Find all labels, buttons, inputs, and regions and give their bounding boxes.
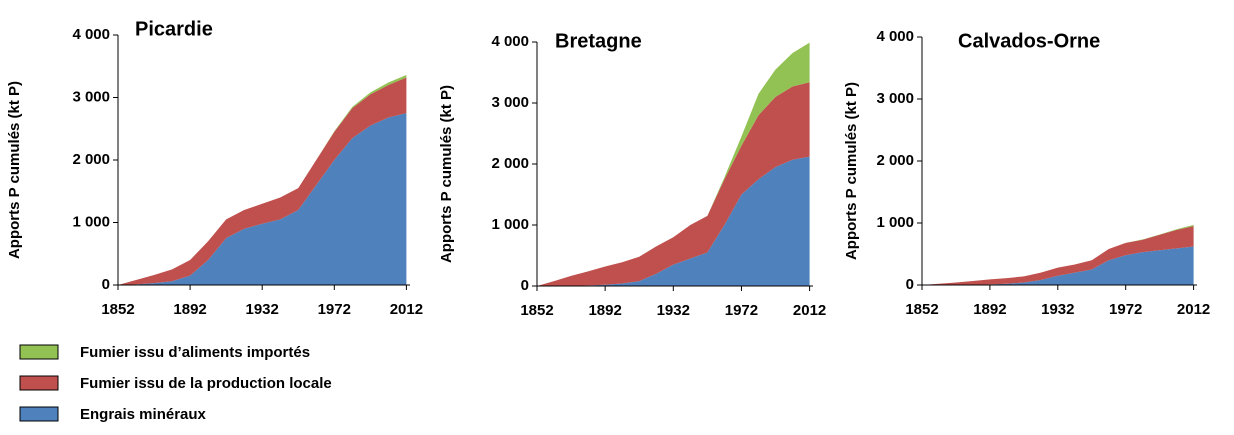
y-axis-label: Apports P cumulés (kt P) xyxy=(6,81,23,259)
x-tick-label: 2012 xyxy=(793,302,826,319)
area xyxy=(118,113,407,285)
area xyxy=(118,77,407,285)
y-tick-label: 1 000 xyxy=(876,214,914,231)
legend-swatch xyxy=(19,406,59,422)
y-tick-label: 4 000 xyxy=(876,28,914,45)
area xyxy=(537,42,810,286)
x-tick-label: 1972 xyxy=(318,301,351,318)
legend-swatch xyxy=(19,344,59,360)
x-tick-label: 2012 xyxy=(390,301,423,318)
x-tick-label: 1892 xyxy=(173,301,206,318)
x-tick-label: 1852 xyxy=(101,301,134,318)
chart-title: Bretagne xyxy=(555,30,642,52)
legend-label: Fumier issu d’aliments importés xyxy=(80,344,310,361)
chart-title: Picardie xyxy=(135,18,213,40)
y-tick-label: 3 000 xyxy=(72,88,110,105)
area xyxy=(537,82,810,286)
chart-title: Calvados-Orne xyxy=(958,30,1100,52)
y-tick-label: 0 xyxy=(521,277,529,294)
y-tick-label: 2 000 xyxy=(876,152,914,169)
area xyxy=(537,156,810,286)
legend-label: Engrais minéraux xyxy=(80,406,207,423)
x-tick-label: 1932 xyxy=(1041,301,1074,318)
x-tick-label: 1932 xyxy=(246,301,279,318)
y-tick-label: 0 xyxy=(906,276,914,293)
y-tick-label: 1 000 xyxy=(72,213,110,230)
y-tick-label: 4 000 xyxy=(491,33,529,50)
x-tick-label: 1892 xyxy=(973,301,1006,318)
area xyxy=(922,226,1194,285)
area xyxy=(922,246,1194,285)
y-tick-label: 3 000 xyxy=(491,94,529,111)
y-tick-label: 3 000 xyxy=(876,90,914,107)
x-tick-label: 1852 xyxy=(520,302,553,319)
x-tick-label: 1932 xyxy=(657,302,690,319)
x-tick-label: 1852 xyxy=(905,301,938,318)
y-tick-label: 2 000 xyxy=(491,155,529,172)
y-tick-label: 4 000 xyxy=(72,26,110,43)
y-tick-label: 2 000 xyxy=(72,151,110,168)
legend-swatch xyxy=(19,375,59,391)
x-tick-label: 1972 xyxy=(1109,301,1142,318)
x-tick-label: 1972 xyxy=(725,302,758,319)
legend-label: Fumier issu de la production locale xyxy=(80,375,332,392)
y-tick-label: 1 000 xyxy=(491,216,529,233)
y-tick-label: 0 xyxy=(102,276,110,293)
x-tick-label: 1892 xyxy=(588,302,621,319)
y-axis-label: Apports P cumulés (kt P) xyxy=(438,85,455,263)
y-axis-label: Apports P cumulés (kt P) xyxy=(843,82,860,260)
x-tick-label: 2012 xyxy=(1177,301,1210,318)
